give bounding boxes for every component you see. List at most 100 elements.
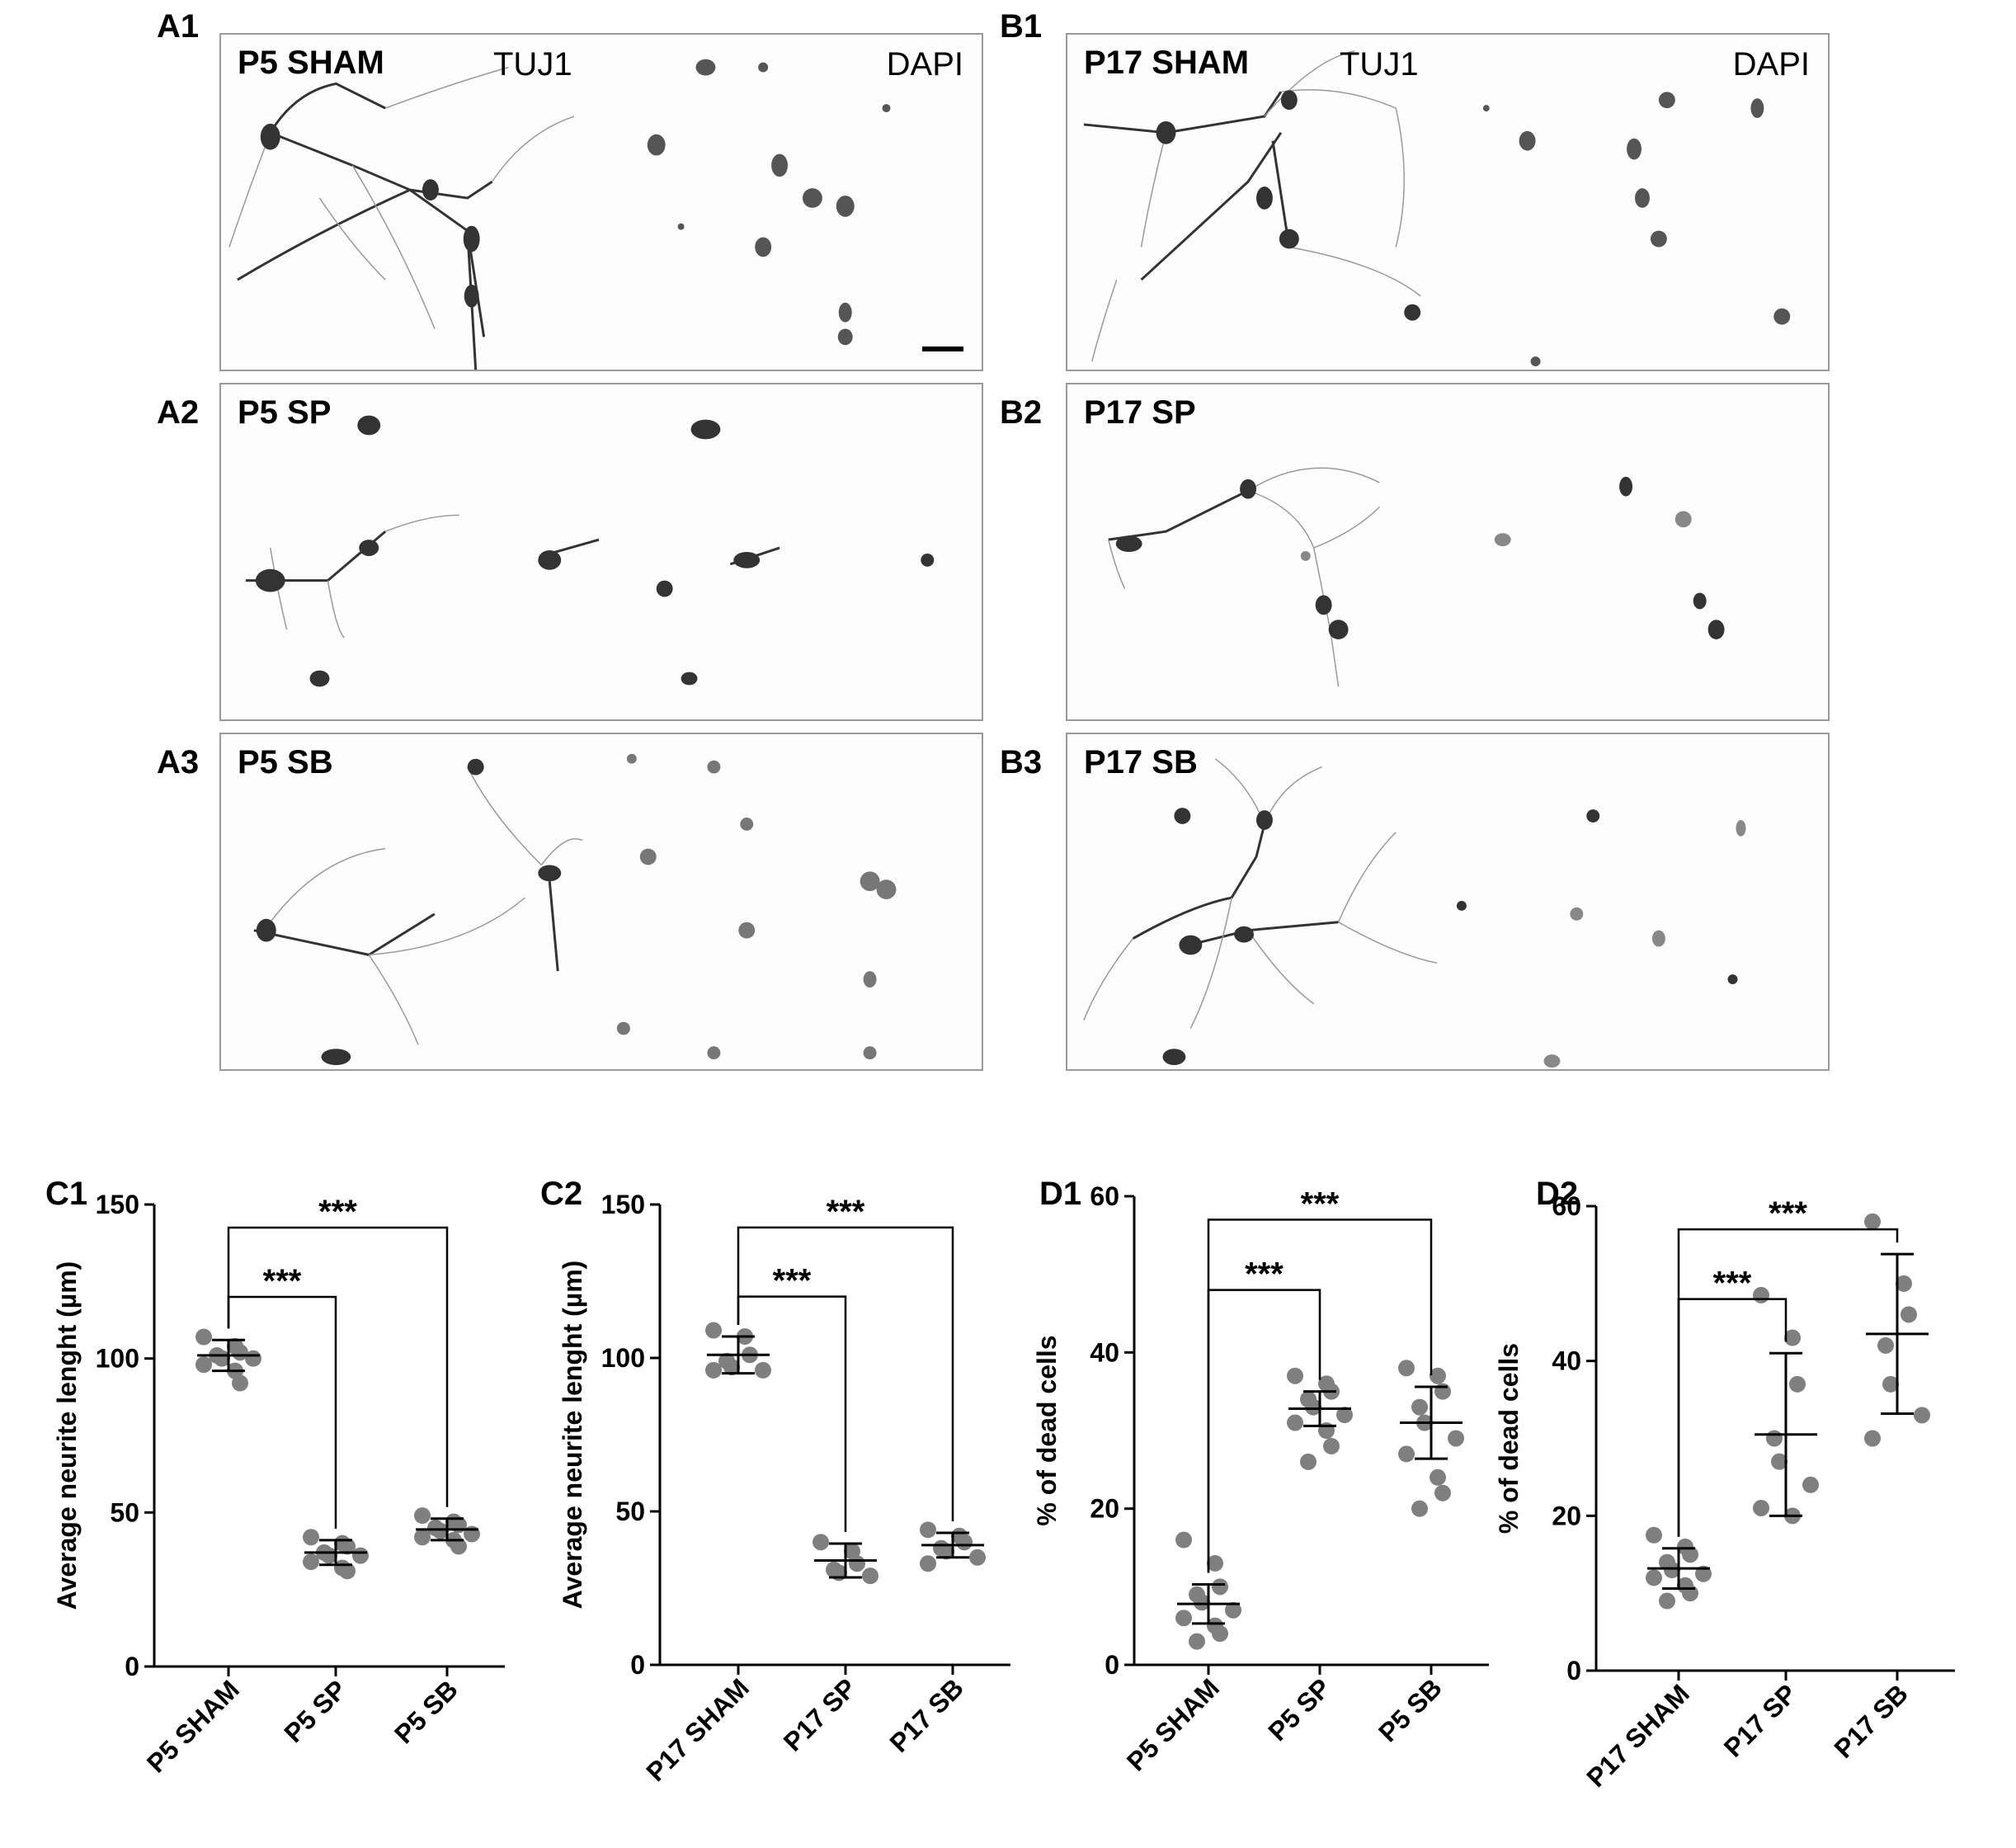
significance-bracket-d2	[1677, 1298, 1788, 1537]
data-point-c2	[755, 1361, 771, 1379]
micrograph-b1-stain-right: DAPI	[1732, 46, 1810, 82]
micrograph-a1: P5 SHAM TUJ1 DAPI	[219, 33, 983, 371]
data-point-c2	[723, 1359, 740, 1376]
data-point-d2	[1914, 1407, 1930, 1424]
panel-label-b3: B3	[1000, 744, 1043, 780]
micrograph-a2-condition: P5 SP	[238, 394, 332, 431]
data-point-c1	[339, 1563, 356, 1580]
micrograph-a1-stain-right: DAPI	[886, 46, 963, 82]
data-point-d1	[1430, 1367, 1446, 1384]
data-point-d2	[1664, 1562, 1680, 1579]
micrograph-b3-image	[1083, 758, 1746, 1068]
x-tick-label-d1: P5 SHAM	[1121, 1672, 1225, 1776]
data-point-d2	[1789, 1375, 1806, 1393]
panel-label-b1: B1	[1000, 8, 1043, 45]
micrograph-a1-image	[228, 59, 891, 370]
x-tick-label-d2: P17 SP	[1718, 1678, 1802, 1762]
data-point-d2	[1682, 1546, 1698, 1563]
data-point-d1	[1336, 1407, 1353, 1424]
y-tick-label-c1: 100	[96, 1344, 139, 1374]
y-axis-label-c1: Average neurite lenght (µm)	[52, 1261, 82, 1610]
data-point-c2	[938, 1543, 954, 1560]
micrograph-a2-image	[245, 415, 935, 687]
data-point-c2	[862, 1568, 878, 1585]
x-tick-label-d1: P5 SB	[1373, 1672, 1448, 1747]
y-tick-label-d2: 40	[1552, 1346, 1581, 1376]
data-point-d2	[1771, 1453, 1788, 1470]
data-point-d1	[1287, 1367, 1303, 1384]
significance-bracket-d2	[1677, 1228, 1899, 1537]
data-point-d1	[1448, 1430, 1464, 1447]
data-point-d1	[1287, 1414, 1303, 1431]
data-point-d2	[1877, 1336, 1894, 1354]
data-point-d2	[1802, 1476, 1819, 1493]
significance-label-d2: ***	[1769, 1195, 1807, 1232]
data-point-d2	[1695, 1565, 1712, 1582]
data-point-c1	[232, 1374, 248, 1392]
y-tick-label-c2: 100	[601, 1343, 645, 1373]
panel-label-c1: C1	[45, 1176, 87, 1212]
panel-label-d1: D1	[1039, 1176, 1081, 1212]
y-tick-label-c1: 150	[96, 1190, 139, 1219]
micrograph-b3-condition: P17 SB	[1084, 744, 1198, 780]
x-tick-label-c1: P5 SB	[389, 1674, 464, 1749]
y-tick-label-c2: 0	[630, 1650, 645, 1680]
data-point-c2	[969, 1549, 986, 1566]
data-point-d2	[1753, 1499, 1769, 1516]
data-point-d1	[1300, 1453, 1317, 1470]
y-tick-label-c1: 50	[110, 1497, 139, 1527]
significance-bracket-d1	[1207, 1219, 1433, 1573]
micrograph-b2-condition: P17 SP	[1084, 394, 1196, 431]
micrograph-a2: P5 SP	[219, 383, 983, 721]
panel-label-d2: D2	[1536, 1176, 1578, 1212]
data-point-c2	[849, 1555, 865, 1572]
scale-bar	[922, 346, 963, 351]
data-point-d1	[1323, 1437, 1340, 1454]
data-point-d1	[1225, 1601, 1241, 1619]
y-tick-label-d2: 20	[1552, 1501, 1581, 1530]
micrograph-b1-image	[1083, 50, 1791, 367]
data-point-d2	[1766, 1430, 1783, 1447]
y-axis-label-c2: Average neurite lenght (µm)	[558, 1261, 587, 1610]
data-point-c1	[195, 1356, 212, 1374]
data-point-d1	[1175, 1531, 1192, 1549]
x-tick-label-c2: P17 SB	[884, 1672, 969, 1757]
data-point-c1	[339, 1538, 356, 1555]
y-tick-label-d1: 0	[1105, 1650, 1119, 1680]
x-tick-label-c1: P5 SP	[278, 1674, 352, 1748]
panel-label-a1: A1	[157, 8, 200, 45]
data-point-d1	[1189, 1633, 1205, 1650]
data-point-c2	[705, 1361, 722, 1379]
data-point-d1	[1398, 1360, 1415, 1377]
data-point-c1	[245, 1350, 261, 1367]
y-tick-label-d1: 40	[1090, 1337, 1119, 1367]
data-point-c2	[956, 1534, 973, 1551]
data-point-c1	[450, 1538, 467, 1555]
x-tick-label-d1: P5 SP	[1262, 1672, 1336, 1747]
y-tick-label-d2: 0	[1566, 1656, 1581, 1685]
data-point-c2	[920, 1521, 936, 1539]
y-axis-label-d2: % of dead cells	[1494, 1343, 1524, 1534]
x-tick-label-d2: P17 SHAM	[1580, 1678, 1695, 1793]
data-point-d1	[1212, 1625, 1228, 1643]
data-point-d1	[1212, 1578, 1228, 1596]
significance-label-c2: ***	[773, 1263, 812, 1299]
data-point-d2	[1646, 1526, 1662, 1544]
data-point-d2	[1753, 1286, 1769, 1304]
x-tick-label-c1: P5 SHAM	[141, 1674, 245, 1778]
micrograph-a3-image	[253, 753, 897, 1066]
data-point-d1	[1411, 1398, 1428, 1416]
significance-label-d1: ***	[1245, 1256, 1284, 1293]
data-point-d1	[1175, 1610, 1192, 1627]
data-point-c1	[352, 1547, 369, 1564]
y-tick-label-d1: 60	[1090, 1181, 1119, 1211]
data-point-d2	[1864, 1213, 1881, 1230]
micrograph-a3: P5 SB	[219, 733, 983, 1071]
micrograph-b1-condition: P17 SHAM	[1084, 45, 1250, 81]
micrograph-b1-stain-left: TUJ1	[1340, 46, 1419, 82]
panel-label-a3: A3	[157, 744, 200, 780]
data-point-d1	[1305, 1398, 1321, 1416]
data-point-d2	[1901, 1306, 1917, 1323]
x-tick-label-d2: P17 SB	[1829, 1678, 1914, 1763]
significance-bracket-c1	[227, 1226, 449, 1507]
